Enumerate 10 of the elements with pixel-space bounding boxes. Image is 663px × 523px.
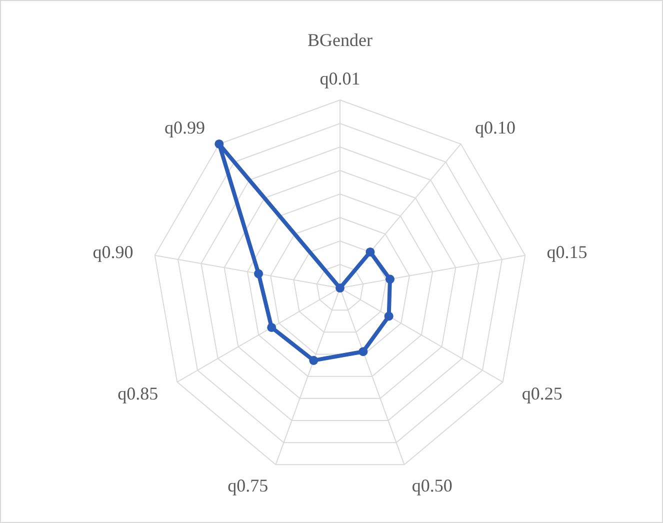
spoke-label: q0.50: [412, 476, 452, 496]
spoke-label: q0.90: [92, 242, 134, 262]
spoke-label: q0.85: [118, 383, 158, 404]
spoke-label: q0.01: [320, 68, 360, 88]
chart-title: BGender: [308, 30, 372, 50]
spoke-label: q0.15: [546, 242, 588, 262]
spoke-label: q0.99: [164, 117, 206, 138]
spoke-label: q0.25: [522, 383, 562, 404]
spoke-label: q0.10: [474, 117, 516, 138]
spoke-label: q0.75: [228, 476, 268, 496]
